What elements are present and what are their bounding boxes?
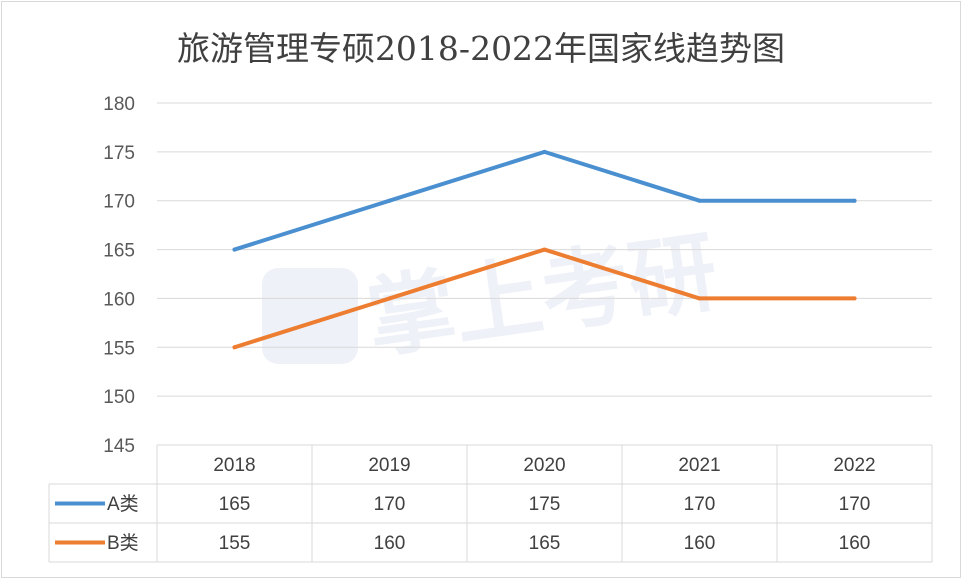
data-value-label: 160 [684, 533, 716, 554]
data-point [542, 149, 547, 154]
chart-title: 旅游管理专硕2018-2022年国家线趋势图 [176, 29, 786, 68]
data-value-label: 160 [374, 533, 406, 554]
data-point [697, 198, 702, 203]
data-point [542, 247, 547, 252]
x-tick-label: 2022 [833, 455, 875, 476]
x-tick-label: 2018 [213, 455, 255, 476]
data-table: 2018 2019 2020 2021 2022 A类 165 170 175 170 170 B类 1… [48, 445, 933, 563]
data-value-label: 175 [529, 494, 561, 515]
data-value-label: 170 [374, 494, 406, 515]
series-lines [232, 149, 857, 350]
y-tick-label: 165 [103, 241, 135, 262]
data-point [697, 296, 702, 301]
data-point [387, 296, 392, 301]
x-tick-label: 2019 [368, 455, 410, 476]
x-tick-label: 2020 [523, 455, 565, 476]
data-point [232, 247, 237, 252]
y-tick-label: 155 [103, 338, 135, 359]
data-value-label: 170 [684, 494, 716, 515]
data-point [387, 198, 392, 203]
data-point [852, 296, 857, 301]
watermark-logo: 掌上考研 [262, 222, 723, 369]
x-tick-label: 2021 [678, 455, 720, 476]
y-axis-ticks: 145 150 155 160 165 170 175 180 [103, 94, 135, 457]
y-tick-label: 150 [103, 387, 135, 408]
y-tick-label: 180 [103, 94, 135, 115]
watermark-text: 掌上考研 [361, 222, 723, 369]
data-value-label: 165 [529, 533, 561, 554]
legend-label: B类 [107, 532, 139, 554]
data-value-label: 165 [219, 494, 251, 515]
y-tick-label: 175 [103, 143, 135, 164]
legend-label: A类 [107, 493, 139, 515]
data-point [232, 345, 237, 350]
y-tick-label: 170 [103, 192, 135, 213]
data-value-label: 160 [839, 533, 871, 554]
y-tick-label: 145 [103, 436, 135, 457]
data-point [852, 198, 857, 203]
y-tick-label: 160 [103, 289, 135, 310]
data-value-label: 170 [839, 494, 871, 515]
data-value-label: 155 [219, 533, 251, 554]
